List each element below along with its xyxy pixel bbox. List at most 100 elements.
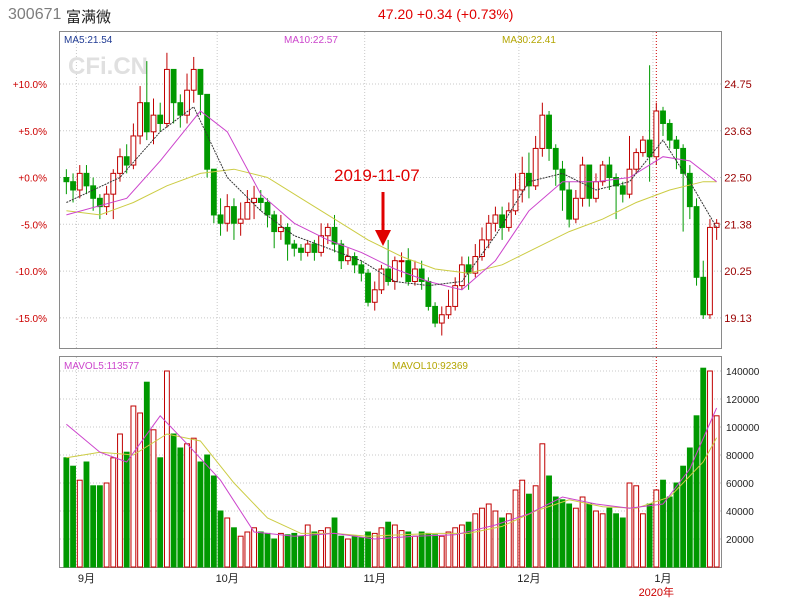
- candle: [613, 173, 620, 220]
- volume-bar: [713, 415, 720, 568]
- candle: [76, 165, 83, 199]
- volume-bar: [660, 479, 666, 568]
- candle: [653, 102, 660, 166]
- candle: [358, 260, 365, 282]
- candle: [660, 106, 666, 136]
- ma30-legend: MA30:22.41: [502, 35, 556, 46]
- volume-bar: [304, 524, 311, 568]
- candle: [633, 148, 640, 174]
- candle: [418, 260, 425, 290]
- volume-bar: [418, 531, 425, 568]
- volume-bar: [619, 517, 626, 568]
- volume-bar: [311, 531, 318, 568]
- candle: [184, 73, 190, 124]
- volume-bar: [626, 482, 633, 568]
- volume-tick-label: 40000: [726, 507, 754, 518]
- volume-bar: [150, 429, 157, 568]
- pct-tick-label: -10.0%: [15, 267, 47, 278]
- candle: [83, 165, 90, 195]
- volume-tick-label: 120000: [726, 395, 760, 406]
- candle: [304, 239, 311, 257]
- time-tick-label: 1月: [654, 573, 671, 585]
- volume-bar: [291, 532, 298, 568]
- candle: [217, 198, 224, 236]
- volume-bar: [398, 530, 405, 568]
- volume-bar: [345, 538, 351, 568]
- candle: [324, 223, 331, 245]
- candle: [170, 68, 177, 124]
- volume-bar: [559, 499, 566, 568]
- volume-bar: [130, 405, 137, 568]
- candle: [237, 202, 244, 236]
- volume-bar: [492, 510, 499, 568]
- volume-bar: [412, 535, 418, 568]
- candle: [599, 160, 606, 186]
- candle: [150, 98, 157, 145]
- candle: [318, 223, 325, 257]
- volume-bar: [666, 496, 673, 568]
- volume-bar: [318, 530, 325, 568]
- candle: [432, 302, 438, 328]
- candle: [539, 102, 546, 157]
- candle: [311, 239, 318, 261]
- candle: [458, 256, 465, 290]
- candle: [345, 248, 351, 265]
- candle: [479, 227, 485, 261]
- quote-header: 300671 富满微 47.20 +0.34 (+0.73%): [0, 0, 800, 30]
- candle: [391, 256, 398, 290]
- candle: [298, 244, 304, 261]
- candle: [485, 214, 492, 249]
- ma5-legend: MA5:21.54: [64, 35, 113, 46]
- volume-bar-series: [63, 367, 720, 568]
- candle: [284, 223, 291, 261]
- candle: [438, 306, 445, 336]
- volume-bar: [365, 531, 371, 568]
- candle: [680, 144, 687, 232]
- candle: [117, 148, 123, 182]
- volume-bar: [438, 535, 445, 568]
- right-axis-labels: 24.75 23.63 22.50 21.38 20.25 19.13: [724, 79, 752, 325]
- moving-average-lines: [66, 106, 718, 291]
- volume-bar: [338, 535, 345, 568]
- price-tick-label: 19.13: [724, 313, 752, 325]
- ma10-legend: MA10:22.57: [284, 35, 338, 46]
- candle: [103, 185, 110, 215]
- volume-bar: [465, 521, 472, 568]
- volume-bar: [217, 510, 224, 568]
- volume-bar: [593, 510, 599, 568]
- candle: [365, 269, 371, 307]
- volume-bar: [103, 482, 110, 568]
- volume-bar: [505, 513, 512, 568]
- annotation-date: 2019-11-07: [334, 166, 420, 185]
- candle: [452, 277, 459, 311]
- candle: [378, 264, 385, 294]
- candle: [532, 135, 539, 190]
- candle: [626, 135, 633, 199]
- volume-average-lines: [66, 407, 718, 540]
- candle: [63, 169, 70, 195]
- volume-bar: [693, 415, 700, 568]
- volume-bar: [83, 461, 90, 568]
- candle: [559, 160, 566, 211]
- candle: [210, 168, 217, 224]
- volume-bar: [224, 517, 231, 568]
- stock-code: 300671: [8, 6, 62, 23]
- candle: [526, 152, 532, 199]
- volume-bar: [137, 412, 144, 568]
- mavol10-legend: MAVOL10:92369: [392, 361, 468, 372]
- candle: [499, 206, 506, 240]
- pct-tick-label: +0.0%: [18, 174, 47, 185]
- volume-bar: [526, 493, 532, 568]
- volume-bar: [680, 465, 687, 568]
- volume-bar: [673, 482, 680, 568]
- candle: [197, 68, 204, 116]
- candle: [546, 111, 552, 161]
- candle: [639, 135, 646, 157]
- candle: [492, 206, 499, 232]
- candle: [519, 156, 526, 203]
- time-tick-label: 11月: [363, 573, 385, 585]
- price-tick-label: 24.75: [724, 79, 752, 91]
- volume-bar: [371, 532, 378, 568]
